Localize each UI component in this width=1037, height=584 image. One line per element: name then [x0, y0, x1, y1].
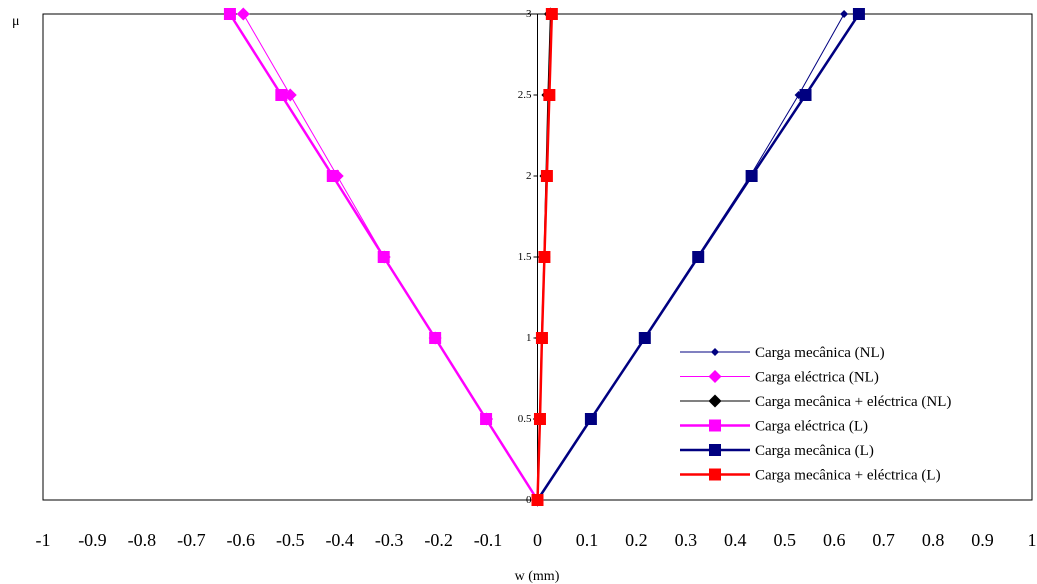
x-tick-label: 0.5	[774, 530, 797, 550]
legend-label: Carga mecânica + eléctrica (NL)	[755, 394, 951, 410]
y-tick-label: 0	[526, 494, 532, 506]
data-point	[840, 10, 849, 18]
legend-entry: Carga eléctrica (L)	[680, 419, 868, 435]
data-point	[584, 413, 597, 425]
data-point	[638, 332, 651, 344]
legend-entry: Carga eléctrica (NL)	[680, 370, 879, 386]
x-tick-label: -0.3	[375, 530, 404, 550]
data-point	[535, 332, 548, 344]
x-tick-label: 0.4	[724, 530, 747, 550]
x-tick-label: 0.3	[675, 530, 698, 550]
y-axis-label: μ	[12, 14, 20, 29]
data-point	[538, 251, 551, 263]
legend-marker	[709, 444, 721, 456]
x-tick-label: -0.5	[276, 530, 305, 550]
series-5	[531, 8, 558, 506]
x-tick-label: -0.8	[128, 530, 157, 550]
x-tick-label: -0.9	[78, 530, 107, 550]
data-point	[799, 89, 812, 101]
x-tick-label: 0	[533, 530, 542, 550]
data-point	[545, 8, 558, 20]
y-tick-label: 2	[526, 170, 532, 182]
data-point	[543, 89, 556, 101]
legend-label: Carga mecânica (NL)	[755, 345, 885, 361]
y-tick-label: 3	[526, 8, 532, 20]
data-point	[429, 332, 442, 344]
x-tick-label: -0.2	[424, 530, 453, 550]
x-tick-label: 0.7	[872, 530, 895, 550]
x-tick-label: -1	[36, 530, 51, 550]
y-tick-label: 1.5	[518, 251, 532, 263]
data-point	[236, 7, 250, 21]
legend-marker	[709, 468, 721, 481]
data-point	[480, 413, 493, 425]
x-axis-label: w (mm)	[515, 569, 560, 584]
x-tick-group: -1 -0.9 -0.8 -0.7 -0.6 -0.5 -0.4 -0.3 -0.2 -0.1 0 0…	[36, 530, 1037, 550]
legend-entry: Carga mecânica + eléctrica (NL)	[680, 394, 951, 410]
legend: Carga mecânica (NL) Carga eléctrica (NL) C…	[680, 345, 951, 484]
legend-label: Carga eléctrica (L)	[755, 419, 868, 435]
data-point	[275, 89, 288, 101]
x-tick-label: 1	[1028, 530, 1037, 550]
legend-label: Carga eléctrica (NL)	[755, 370, 879, 386]
x-tick-label: 0.1	[576, 530, 599, 550]
x-tick-label: 0.2	[625, 530, 648, 550]
data-point	[692, 251, 705, 263]
data-point	[326, 170, 339, 182]
series-layer	[223, 7, 865, 507]
legend-entry: Carga mecânica (L)	[680, 443, 874, 459]
legend-label: Carga mecânica (L)	[755, 443, 874, 459]
x-tick-label: -0.6	[227, 530, 256, 550]
y-tick-label: 1	[526, 332, 532, 344]
x-tick-label: 0.9	[971, 530, 994, 550]
legend-marker	[708, 370, 722, 383]
data-point	[533, 413, 546, 425]
data-point	[377, 251, 390, 263]
data-point	[852, 8, 865, 20]
legend-entry: Carga mecânica (NL)	[680, 345, 885, 361]
legend-marker	[709, 419, 721, 432]
data-point	[745, 170, 758, 182]
legend-marker	[708, 394, 722, 408]
x-tick-label: 0.8	[922, 530, 945, 550]
data-point	[540, 170, 553, 182]
y-tick-group: 0 0.5 1 1.5 2 2.5 3	[518, 8, 538, 506]
y-tick-label: 0.5	[518, 413, 532, 425]
x-tick-label: -0.7	[177, 530, 206, 550]
data-point	[223, 8, 236, 20]
legend-entry: Carga mecânica + eléctrica (L)	[680, 468, 941, 484]
series-3	[223, 8, 544, 506]
x-tick-label: -0.4	[325, 530, 354, 550]
legend-label: Carga mecânica + eléctrica (L)	[755, 468, 941, 484]
legend-marker	[711, 348, 719, 356]
data-point	[531, 494, 544, 506]
y-tick-label: 2.5	[518, 89, 532, 101]
x-tick-label: -0.1	[474, 530, 503, 550]
x-tick-label: 0.6	[823, 530, 846, 550]
